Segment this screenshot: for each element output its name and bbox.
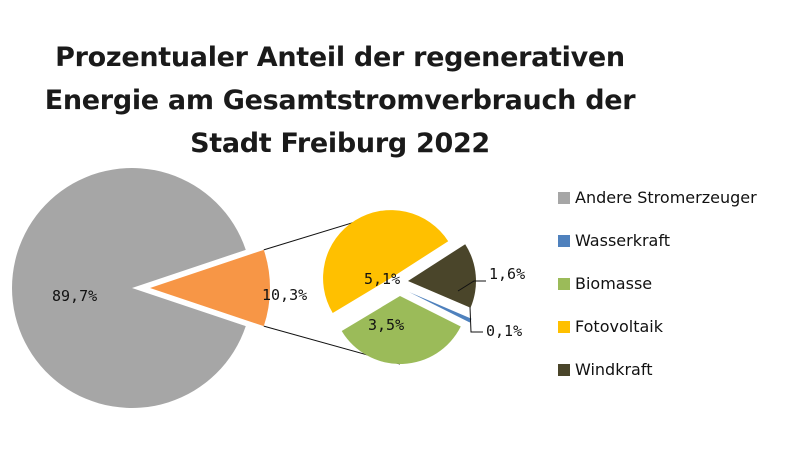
- legend-label-andere-stromerzeuger: Andere Stromerzeuger: [575, 188, 757, 207]
- main-pie: [11, 168, 270, 408]
- legend-swatch-wasserkraft: [558, 234, 570, 247]
- legend-label-wasserkraft: Wasserkraft: [575, 231, 670, 250]
- secondary-pie: [323, 210, 476, 365]
- pie-slice-regenerative-energie: [150, 249, 270, 327]
- legend-item-wasserkraft: Wasserkraft: [558, 219, 757, 262]
- pie-slice-biomasse: [341, 296, 461, 365]
- leader-lines: [457, 280, 486, 333]
- pie-slice-andere-stromerzeuger: [11, 168, 246, 408]
- chart-title-line-2: Energie am Gesamtstromverbrauch der: [44, 85, 636, 116]
- label-regenerativ: 10,3%: [262, 286, 307, 304]
- label-biomasse: 3,5%: [368, 316, 404, 334]
- leader-line-windkraft: [457, 280, 486, 292]
- legend-swatch-windkraft: [558, 363, 570, 376]
- pie-slice-windkraft: [408, 244, 476, 308]
- legend-swatch-andere-stromerzeuger: [558, 191, 570, 204]
- chart-title: Prozentualer Anteil der regenerativen En…: [0, 36, 680, 165]
- legend-swatch-biomasse: [558, 277, 570, 290]
- legend-label-biomasse: Biomasse: [575, 274, 653, 293]
- legend-label-fotovoltaik: Fotovoltaik: [575, 317, 663, 336]
- data-labels: 89,7% 10,3% 5,1% 1,6% 0,1% 3,5%: [52, 265, 525, 340]
- legend-item-biomasse: Biomasse: [558, 262, 757, 305]
- chart-title-line-1: Prozentualer Anteil der regenerativen: [55, 42, 625, 73]
- legend-item-andere-stromerzeuger: Andere Stromerzeuger: [558, 176, 757, 219]
- pie-slice-fotovoltaik: [323, 210, 449, 314]
- legend-swatch-fotovoltaik: [558, 320, 570, 333]
- label-fotovoltaik: 5,1%: [364, 270, 400, 288]
- legend-item-windkraft: Windkraft: [558, 348, 757, 391]
- label-andere-stromerzeuger: 89,7%: [52, 287, 97, 305]
- legend-item-fotovoltaik: Fotovoltaik: [558, 305, 757, 348]
- pie-slice-wasserkraft: [409, 292, 472, 323]
- label-wasserkraft: 0,1%: [486, 322, 522, 340]
- legend-label-windkraft: Windkraft: [575, 360, 653, 379]
- leader-line-wasserkraft: [469, 306, 483, 333]
- chart-legend: Andere Stromerzeuger Wasserkraft Biomass…: [558, 176, 757, 391]
- chart-title-line-3: Stadt Freiburg 2022: [190, 128, 490, 159]
- label-windkraft: 1,6%: [489, 265, 525, 283]
